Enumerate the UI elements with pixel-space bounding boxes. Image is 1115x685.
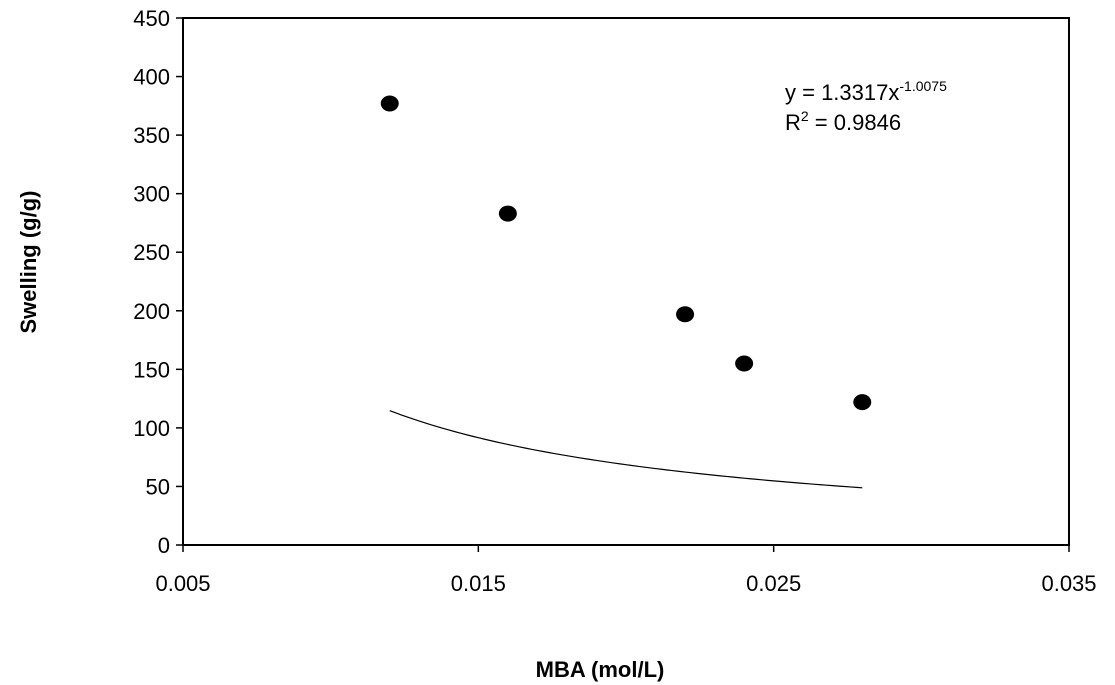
y-tick-label: 350: [133, 123, 170, 148]
data-point: [853, 394, 872, 411]
x-tick-label: 0.035: [1041, 571, 1096, 596]
data-point: [498, 205, 517, 222]
x-axis-title: MBA (mol/L): [536, 657, 665, 682]
trendline-equation: y = 1.3317x-1.0075: [785, 78, 947, 105]
data-point: [676, 306, 695, 323]
y-tick-label: 450: [133, 6, 170, 31]
x-tick-label: 0.015: [451, 571, 506, 596]
y-axis-ticks: 0 50 100 150 200 250 300 350 400 450: [133, 6, 183, 558]
y-tick-label: 100: [133, 416, 170, 441]
r-squared-value: = 0.9846: [809, 110, 901, 135]
x-tick-label: 0.025: [746, 571, 801, 596]
r-squared-superscript: 2: [801, 108, 809, 124]
equation-main: y = 1.3317x: [785, 80, 899, 105]
y-tick-label: 400: [133, 65, 170, 90]
plot-area: [182, 17, 1070, 546]
r-squared-prefix: R: [785, 110, 801, 135]
x-tick-label: 0.005: [155, 571, 210, 596]
x-axis-ticks: 0.005 0.015 0.025 0.035: [155, 545, 1097, 596]
y-tick-label: 150: [133, 357, 170, 382]
equation-exponent: -1.0075: [899, 78, 947, 94]
y-axis-title: Swelling (g/g): [16, 191, 41, 334]
data-point: [735, 355, 754, 372]
y-tick-label: 50: [146, 474, 170, 499]
power-trendline: [389, 410, 863, 489]
data-points: [380, 95, 872, 411]
y-tick-label: 0: [158, 533, 170, 558]
r-squared: R2 = 0.9846: [785, 108, 901, 135]
y-tick-label: 250: [133, 240, 170, 265]
y-tick-label: 300: [133, 182, 170, 207]
data-point: [380, 95, 399, 112]
y-tick-label: 200: [133, 299, 170, 324]
